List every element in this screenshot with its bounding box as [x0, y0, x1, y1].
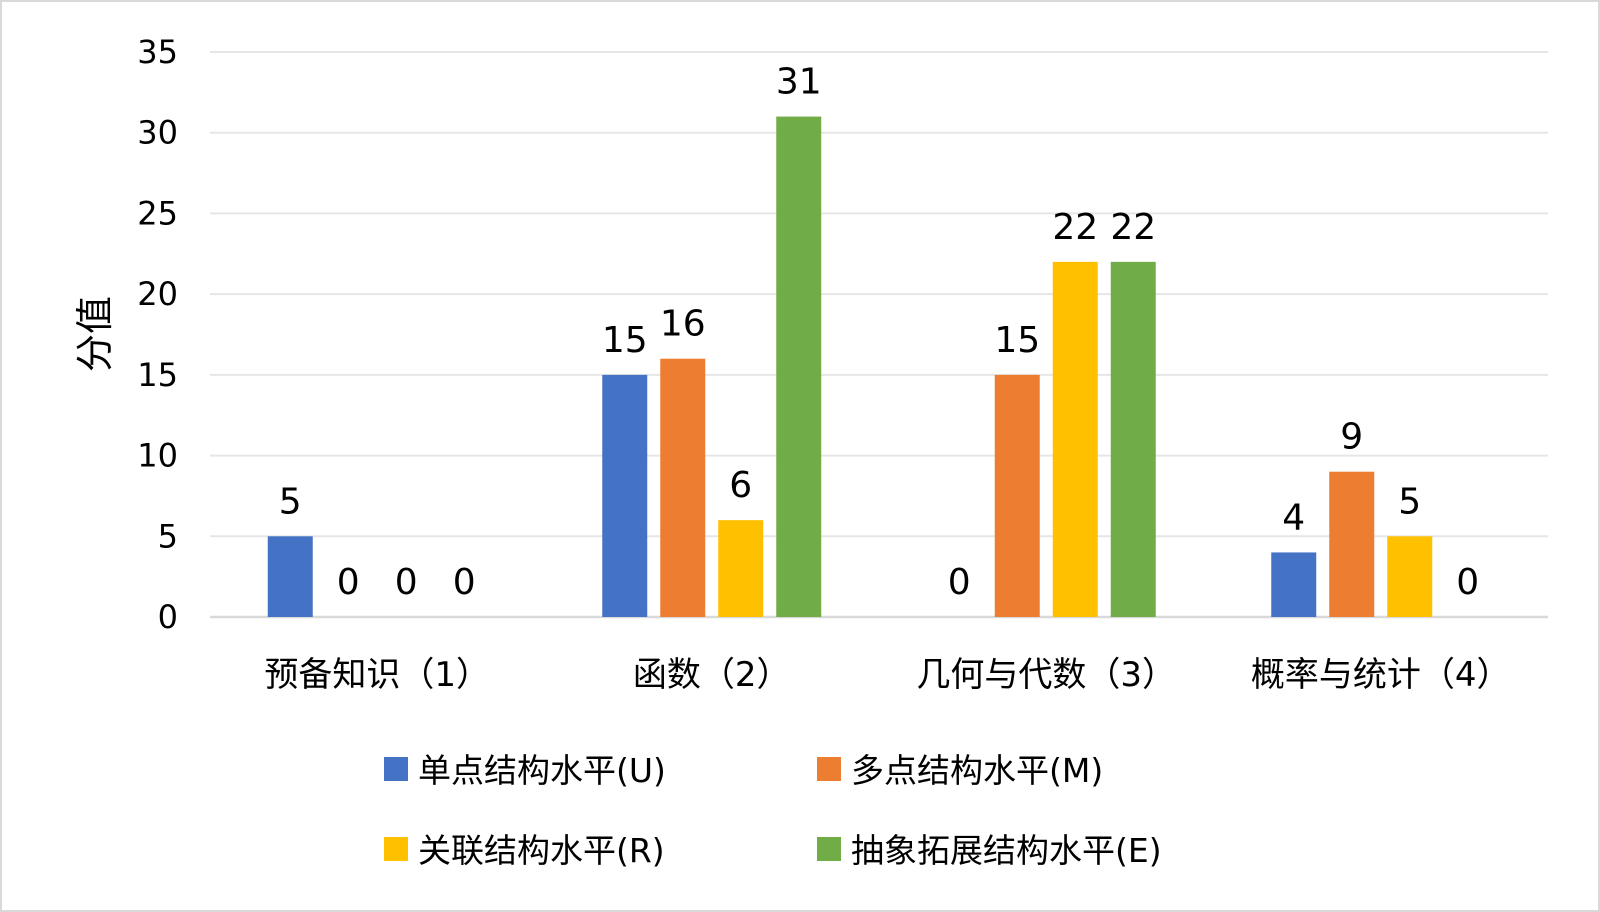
- bar: [602, 374, 648, 617]
- bar: [1329, 471, 1375, 617]
- data-label: 22: [1052, 207, 1098, 248]
- x-tick-label: 几何与代数（3）: [916, 655, 1176, 695]
- data-label: 6: [729, 465, 752, 506]
- data-label: 15: [994, 320, 1040, 361]
- legend-label: 关联结构水平(R): [418, 831, 665, 870]
- data-label: 9: [1340, 417, 1363, 458]
- data-label: 5: [279, 481, 302, 522]
- data-label: 4: [1282, 497, 1305, 538]
- legend-label: 多点结构水平(M): [851, 751, 1103, 790]
- data-label: 5: [1398, 481, 1421, 522]
- bar: [1110, 261, 1156, 617]
- x-tick-label: 概率与统计（4）: [1251, 655, 1511, 695]
- bar: [1387, 536, 1433, 617]
- bar: [660, 358, 706, 617]
- data-label: 0: [948, 562, 971, 603]
- legend-swatch: [384, 837, 408, 861]
- y-axis: 0 5 10 15 20 25 30 35: [137, 33, 178, 636]
- bar: [1271, 552, 1317, 617]
- data-label: 15: [602, 320, 648, 361]
- data-label: 0: [337, 562, 360, 603]
- bar: [776, 116, 822, 618]
- y-tick-label: 20: [137, 275, 178, 313]
- legend-swatch: [817, 757, 841, 781]
- x-tick-label: 函数（2）: [633, 655, 791, 695]
- data-label: 0: [1456, 562, 1479, 603]
- data-label: 16: [660, 304, 706, 345]
- data-label: 0: [395, 562, 418, 603]
- y-tick-label: 25: [137, 194, 178, 232]
- y-axis-label: 分值: [73, 296, 117, 372]
- y-tick-label: 30: [137, 114, 178, 152]
- legend-label: 单点结构水平(U): [418, 751, 666, 790]
- legend: 单点结构水平(U) 多点结构水平(M) 关联结构水平(R) 抽象拓展结构水平(E): [384, 751, 1162, 870]
- data-label: 31: [776, 62, 822, 103]
- bar: [1052, 261, 1098, 617]
- x-tick-label: 预备知识（1）: [264, 655, 490, 695]
- y-tick-label: 15: [137, 356, 178, 394]
- legend-swatch: [817, 837, 841, 861]
- legend-swatch: [384, 757, 408, 781]
- y-tick-label: 5: [158, 517, 178, 555]
- data-label: 22: [1110, 207, 1156, 248]
- bar: [718, 520, 764, 617]
- gridlines: [210, 51, 1548, 619]
- bars: [267, 116, 1433, 618]
- legend-label: 抽象拓展结构水平(E): [851, 831, 1162, 870]
- y-tick-label: 10: [137, 437, 178, 475]
- x-axis: 预备知识（1） 函数（2） 几何与代数（3） 概率与统计（4）: [264, 655, 1510, 695]
- data-label: 0: [453, 562, 476, 603]
- bar: [994, 374, 1040, 617]
- y-tick-label: 35: [137, 33, 178, 71]
- bar: [267, 536, 313, 617]
- y-tick-label: 0: [158, 598, 178, 636]
